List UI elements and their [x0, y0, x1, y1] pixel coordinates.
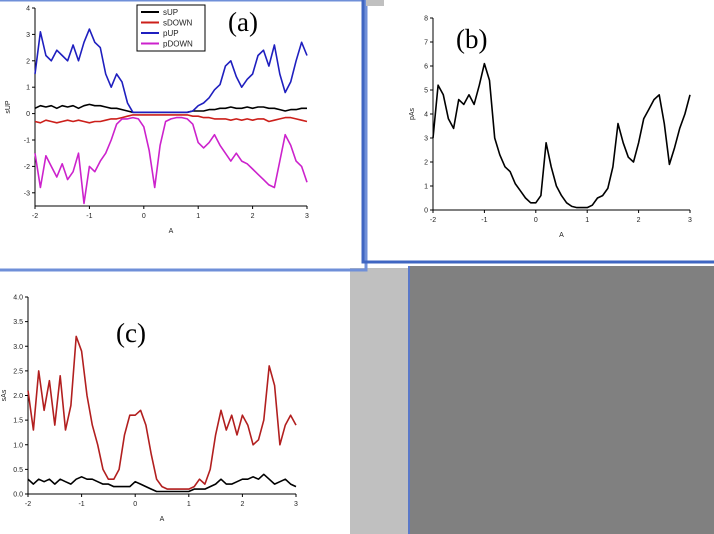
series-line-2 [27, 335, 297, 490]
x-tick-label: -2 [430, 217, 436, 224]
y-tick-label: 8 [424, 16, 428, 23]
y-tick-label: 3.5 [13, 319, 23, 326]
y-tick-label: 2.0 [13, 393, 23, 400]
y-tick-label: 0 [26, 111, 30, 118]
panel-tag-b: (b) [456, 24, 487, 54]
x-tick-label: 1 [585, 217, 589, 224]
y-tick-label: 0.5 [13, 467, 23, 474]
x-axis-label: A [169, 228, 174, 235]
y-tick-label: 4 [424, 112, 428, 119]
workspace-gray-area [350, 268, 410, 534]
empty-dark-pane [410, 266, 714, 534]
x-axis-label: A [559, 232, 564, 239]
series-line-sdown [34, 114, 308, 124]
y-tick-label: 7 [424, 40, 428, 47]
x-tick-label: -1 [78, 501, 84, 508]
y-axis-label: pAs [409, 107, 416, 120]
y-tick-label: -1 [24, 138, 30, 145]
legend-label: sUP [163, 8, 178, 17]
panel-tag-c: (c) [116, 318, 146, 348]
window-corner-tab [366, 0, 384, 6]
pane-border-a [0, 0, 368, 272]
y-axis-label: sAs [1, 389, 8, 401]
y-tick-label: 4.0 [13, 295, 23, 302]
y-tick-label: 2 [424, 160, 428, 167]
x-tick-label: -1 [481, 217, 487, 224]
y-tick-label: 4 [26, 6, 30, 13]
y-tick-label: -3 [24, 190, 30, 197]
y-tick-label: 1.5 [13, 418, 23, 425]
y-tick-label: 0 [424, 208, 428, 215]
x-tick-label: 0 [534, 217, 538, 224]
x-tick-label: 2 [251, 213, 255, 220]
pane-border-b [361, 0, 714, 264]
x-tick-label: 1 [187, 501, 191, 508]
y-tick-label: 2 [26, 58, 30, 65]
y-tick-label: 3 [424, 136, 428, 143]
legend-label: sDOWN [163, 19, 193, 28]
x-tick-label: 2 [637, 217, 641, 224]
x-tick-label: 2 [240, 501, 244, 508]
y-tick-label: 1 [26, 85, 30, 92]
x-tick-label: 3 [294, 501, 298, 508]
y-axis-label: sUP [5, 100, 12, 114]
x-axis-label: A [160, 516, 165, 523]
x-tick-label: 3 [305, 213, 309, 220]
x-tick-label: 0 [142, 213, 146, 220]
y-tick-label: 1.0 [13, 442, 23, 449]
x-tick-label: 1 [196, 213, 200, 220]
x-tick-label: -2 [32, 213, 38, 220]
series-line-1 [27, 473, 297, 493]
y-tick-label: 3 [26, 32, 30, 39]
series-line-pdown [34, 116, 308, 205]
panel-tag-a: (a) [228, 7, 258, 37]
y-tick-label: 3.0 [13, 344, 23, 351]
x-tick-label: 0 [133, 501, 137, 508]
y-tick-label: 6 [424, 64, 428, 71]
series-line-pup [34, 28, 308, 114]
y-tick-label: -2 [24, 164, 30, 171]
y-tick-label: 1 [424, 184, 428, 191]
legend-label: pDOWN [163, 40, 193, 49]
series-line-1 [432, 62, 691, 209]
legend-label: pUP [163, 29, 179, 38]
x-tick-label: 3 [688, 217, 692, 224]
x-tick-label: -2 [25, 501, 31, 508]
y-tick-label: 2.5 [13, 368, 23, 375]
y-tick-label: 0.0 [13, 492, 23, 499]
y-tick-label: 5 [424, 88, 428, 95]
x-tick-label: -1 [86, 213, 92, 220]
